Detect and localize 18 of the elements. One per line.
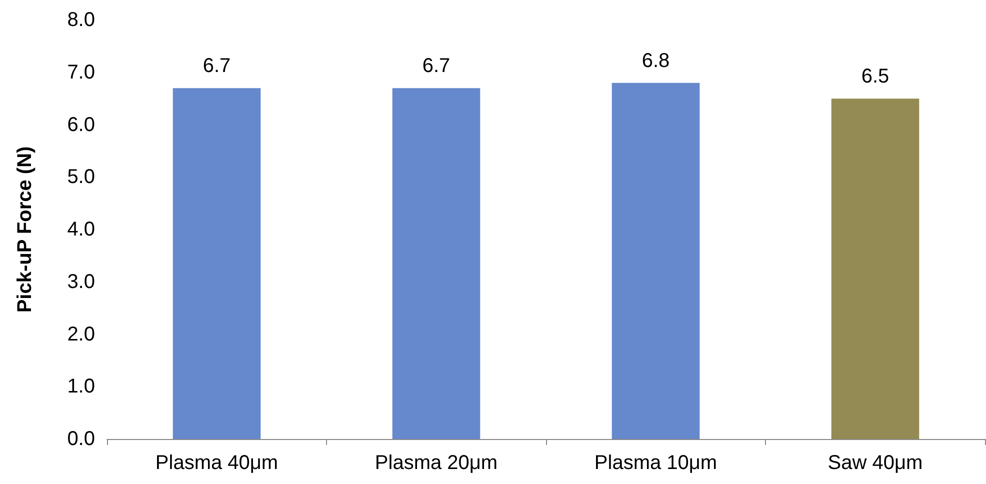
x-tick-label: Plasma 10μm — [594, 452, 718, 474]
y-tick-label: 3.0 — [67, 270, 95, 293]
y-tick-label: 2.0 — [67, 323, 95, 346]
y-tick-label: 1.0 — [67, 376, 95, 398]
y-tick-label: 4.0 — [67, 218, 95, 240]
y-tick-label: 0.0 — [67, 428, 95, 450]
y-tick-label: 6.0 — [67, 114, 95, 136]
y-tick-label: 5.0 — [67, 166, 95, 188]
y-tick-label: 7.0 — [67, 61, 95, 84]
x-tick-label: Plasma 20μm — [374, 452, 498, 474]
data-label: 6.5 — [861, 66, 890, 88]
x-tick-label: Saw 40μm — [828, 452, 923, 474]
y-axis-title: Pick-uP Force (N) — [14, 146, 36, 313]
data-label: 6.8 — [642, 50, 670, 72]
x-tick-label: Plasma 40μm — [155, 452, 278, 474]
data-label: 6.7 — [202, 55, 231, 78]
data-label: 6.7 — [422, 55, 450, 78]
y-tick-label: 8.0 — [67, 9, 95, 31]
